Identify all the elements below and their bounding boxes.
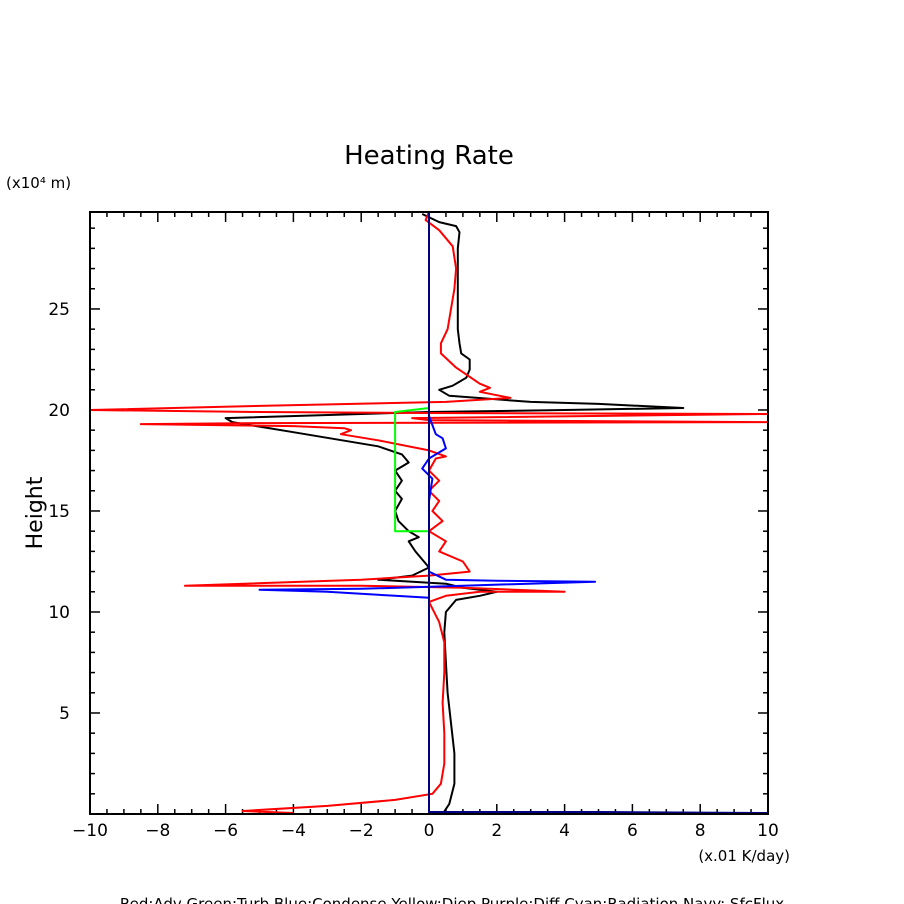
series-condense-line bbox=[258, 415, 597, 599]
y-tick-label: 10 bbox=[48, 603, 70, 623]
x-tick-label: −8 bbox=[145, 821, 170, 841]
x-tick-label: 4 bbox=[559, 821, 570, 841]
x-tick-label: 10 bbox=[757, 821, 779, 841]
x-axis-label: (x.01 K/day) bbox=[698, 847, 790, 865]
series-turb-line bbox=[394, 407, 430, 533]
legend: Red:Adv Green:Turb Blue:Condense Yellow:… bbox=[120, 895, 784, 904]
plot-area bbox=[89, 211, 769, 815]
x-tick-label: 6 bbox=[627, 821, 638, 841]
y-tick-label: 25 bbox=[48, 300, 70, 320]
y-tick-labels: 5 10 15 20 25 bbox=[48, 300, 70, 724]
x-tick-label: −10 bbox=[72, 821, 108, 841]
y-tick-label: 5 bbox=[59, 704, 70, 724]
series-sfcflux-line bbox=[428, 212, 769, 814]
y-axis-label: Height bbox=[23, 476, 48, 549]
series-total-line bbox=[224, 213, 685, 815]
y-unit-label: (x10⁴ m) bbox=[6, 174, 71, 192]
x-tick-label: 0 bbox=[424, 821, 435, 841]
x-tick-label: 8 bbox=[695, 821, 706, 841]
plot-frame bbox=[89, 211, 769, 815]
x-tick-label: −6 bbox=[213, 821, 238, 841]
chart-title: Heating Rate bbox=[344, 141, 514, 171]
y-tick-label: 15 bbox=[48, 502, 70, 522]
series-adv-line bbox=[89, 211, 769, 814]
x-tick-label: −4 bbox=[281, 821, 306, 841]
x-tick-labels: −10 −8 −6 −4 −2 0 2 4 6 8 10 bbox=[72, 821, 779, 841]
x-tick-label: −2 bbox=[349, 821, 374, 841]
y-tick-label: 20 bbox=[48, 401, 70, 421]
x-tick-label: 2 bbox=[491, 821, 502, 841]
